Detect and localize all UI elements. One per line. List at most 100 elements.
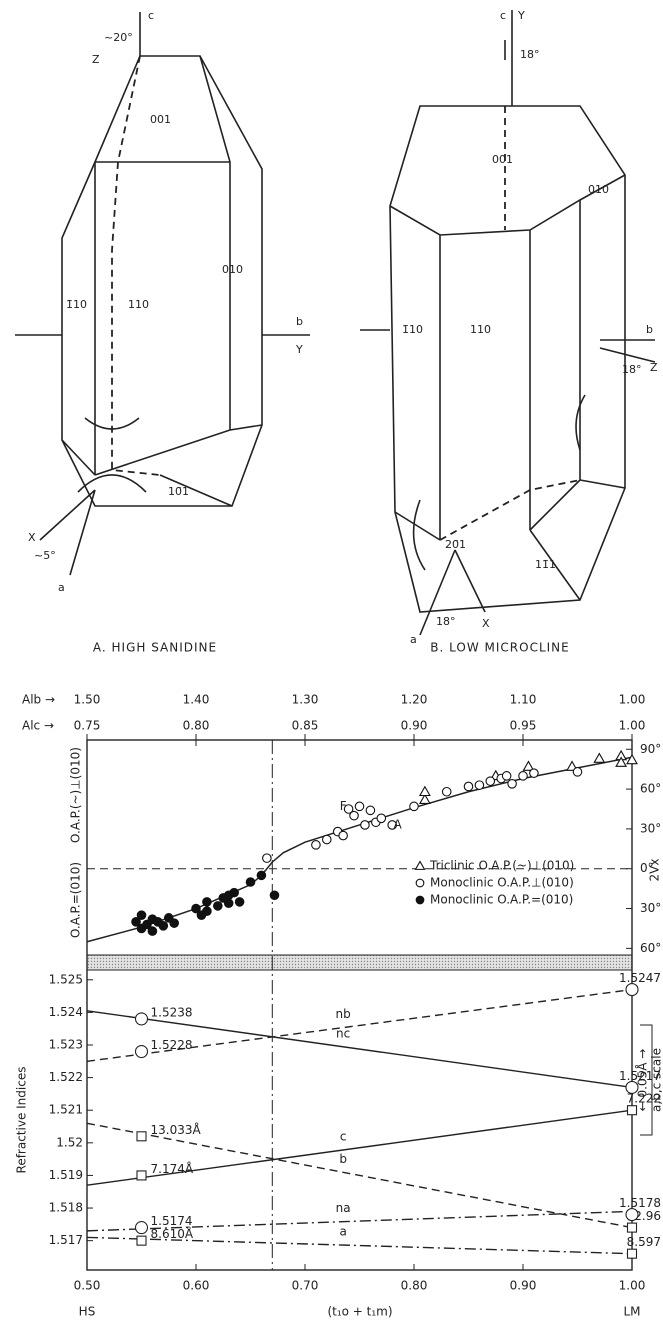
point	[269, 890, 280, 901]
diagram-label: 18°	[436, 615, 456, 628]
series-line	[86, 1122, 633, 1229]
top-tick-label: 1.10	[510, 693, 537, 707]
diagram-label: b	[296, 315, 303, 328]
diagram-label: 1̄10	[402, 323, 423, 336]
point	[387, 820, 398, 830]
diagram-label: a	[58, 581, 65, 594]
legend-marker	[414, 860, 426, 870]
point	[409, 801, 419, 812]
series-line	[86, 988, 633, 1062]
point	[529, 768, 539, 778]
diagram-label: Z	[650, 361, 658, 374]
y-tick-label: 60°	[640, 941, 661, 955]
series-line	[86, 1210, 633, 1232]
series-label: nb	[336, 1007, 351, 1021]
point	[463, 781, 474, 792]
point	[136, 1131, 147, 1142]
point	[223, 898, 234, 909]
top-tick-label: 1.50	[74, 693, 101, 707]
y-tick-label: 1.521	[49, 1103, 83, 1117]
point	[518, 771, 528, 781]
series-line	[86, 1010, 633, 1089]
y-tick-label: 60°	[640, 782, 661, 796]
top-axis-label: Alb →	[22, 693, 55, 707]
y-tick-label: 1.522	[49, 1070, 83, 1084]
point-label: 1.5238	[151, 1005, 193, 1019]
hatched-band	[87, 955, 632, 970]
diagram-label: 110	[128, 298, 149, 311]
point	[522, 760, 535, 771]
point	[202, 897, 212, 907]
point	[626, 1248, 638, 1259]
point	[349, 810, 359, 821]
point	[321, 834, 332, 845]
point	[501, 771, 512, 781]
point	[158, 921, 169, 931]
point	[256, 870, 267, 881]
legend-marker	[415, 895, 425, 905]
point-label: 7.174Å	[151, 1161, 194, 1176]
point	[338, 830, 348, 841]
point	[365, 805, 376, 816]
point	[615, 756, 628, 767]
diagram-label: 10̄1	[168, 485, 189, 498]
point	[202, 906, 212, 917]
point-label: 1.5247	[619, 971, 661, 985]
diagram-label: 110	[470, 323, 491, 336]
y-axis-label: 2Vx	[648, 859, 662, 882]
series-label: c	[340, 1129, 347, 1143]
y-tick-label: 90°	[640, 742, 661, 756]
point	[343, 804, 354, 814]
point	[625, 983, 639, 997]
y-tick-label: 1.519	[49, 1168, 83, 1182]
scale-bracket	[640, 1024, 653, 1136]
series-label: b	[339, 1152, 347, 1166]
diagram-label: Y	[295, 343, 303, 356]
series-line	[86, 1236, 633, 1255]
legend-label: Monoclinic O.A.P.=(010)	[430, 893, 573, 907]
series-line	[86, 1109, 633, 1186]
diagram-label: ~20°	[104, 31, 133, 44]
point	[626, 1222, 638, 1233]
top-tick-label: 0.95	[510, 719, 537, 733]
diagram-label: 18°	[622, 363, 642, 376]
diagram-label: X	[482, 617, 490, 630]
y-tick-label: 1.518	[49, 1201, 83, 1215]
point	[485, 776, 496, 786]
diagram-label: 001	[492, 153, 513, 166]
point	[134, 1012, 149, 1026]
top-tick-label: 1.00	[619, 693, 646, 707]
point-label: 1.5228	[151, 1038, 193, 1052]
annotation: A	[394, 817, 403, 831]
point	[136, 1235, 147, 1246]
diagram-label: a	[410, 633, 417, 646]
x-tick-label: 0.70	[292, 1279, 319, 1293]
x-tick-label: 0.90	[510, 1279, 537, 1293]
series-label: na	[336, 1201, 351, 1215]
point	[191, 903, 201, 914]
y-tick-label: 1.517	[49, 1233, 83, 1247]
diagram-label: c	[148, 9, 154, 22]
series-label: nc	[336, 1026, 350, 1040]
legend-label: Triclinic O.A.P.(~)⊥(010)	[429, 859, 574, 873]
top-tick-label: 0.85	[292, 719, 319, 733]
y-tick-label: 30°	[640, 901, 661, 915]
diagram-label: 001	[150, 113, 171, 126]
legend-marker	[415, 878, 425, 888]
scale-bar-label: a,b,c scale	[650, 1048, 663, 1112]
point	[245, 877, 256, 887]
legend-label: Monoclinic O.A.P.⊥(010)	[430, 876, 574, 890]
point-label: 13.033Å	[151, 1122, 202, 1137]
point-label: 7.222	[627, 1092, 661, 1106]
diagram-label: c	[500, 9, 506, 22]
diagram-label: 20̄1	[445, 538, 466, 551]
top-tick-label: 0.90	[401, 719, 428, 733]
y-tick-label: 0°	[640, 861, 654, 875]
diagram-label: b	[646, 323, 653, 336]
point	[131, 917, 141, 927]
point	[213, 901, 223, 911]
x-tick-label: 0.50	[74, 1279, 101, 1293]
point	[134, 1044, 149, 1059]
point-label: 8.610Å	[151, 1226, 194, 1241]
